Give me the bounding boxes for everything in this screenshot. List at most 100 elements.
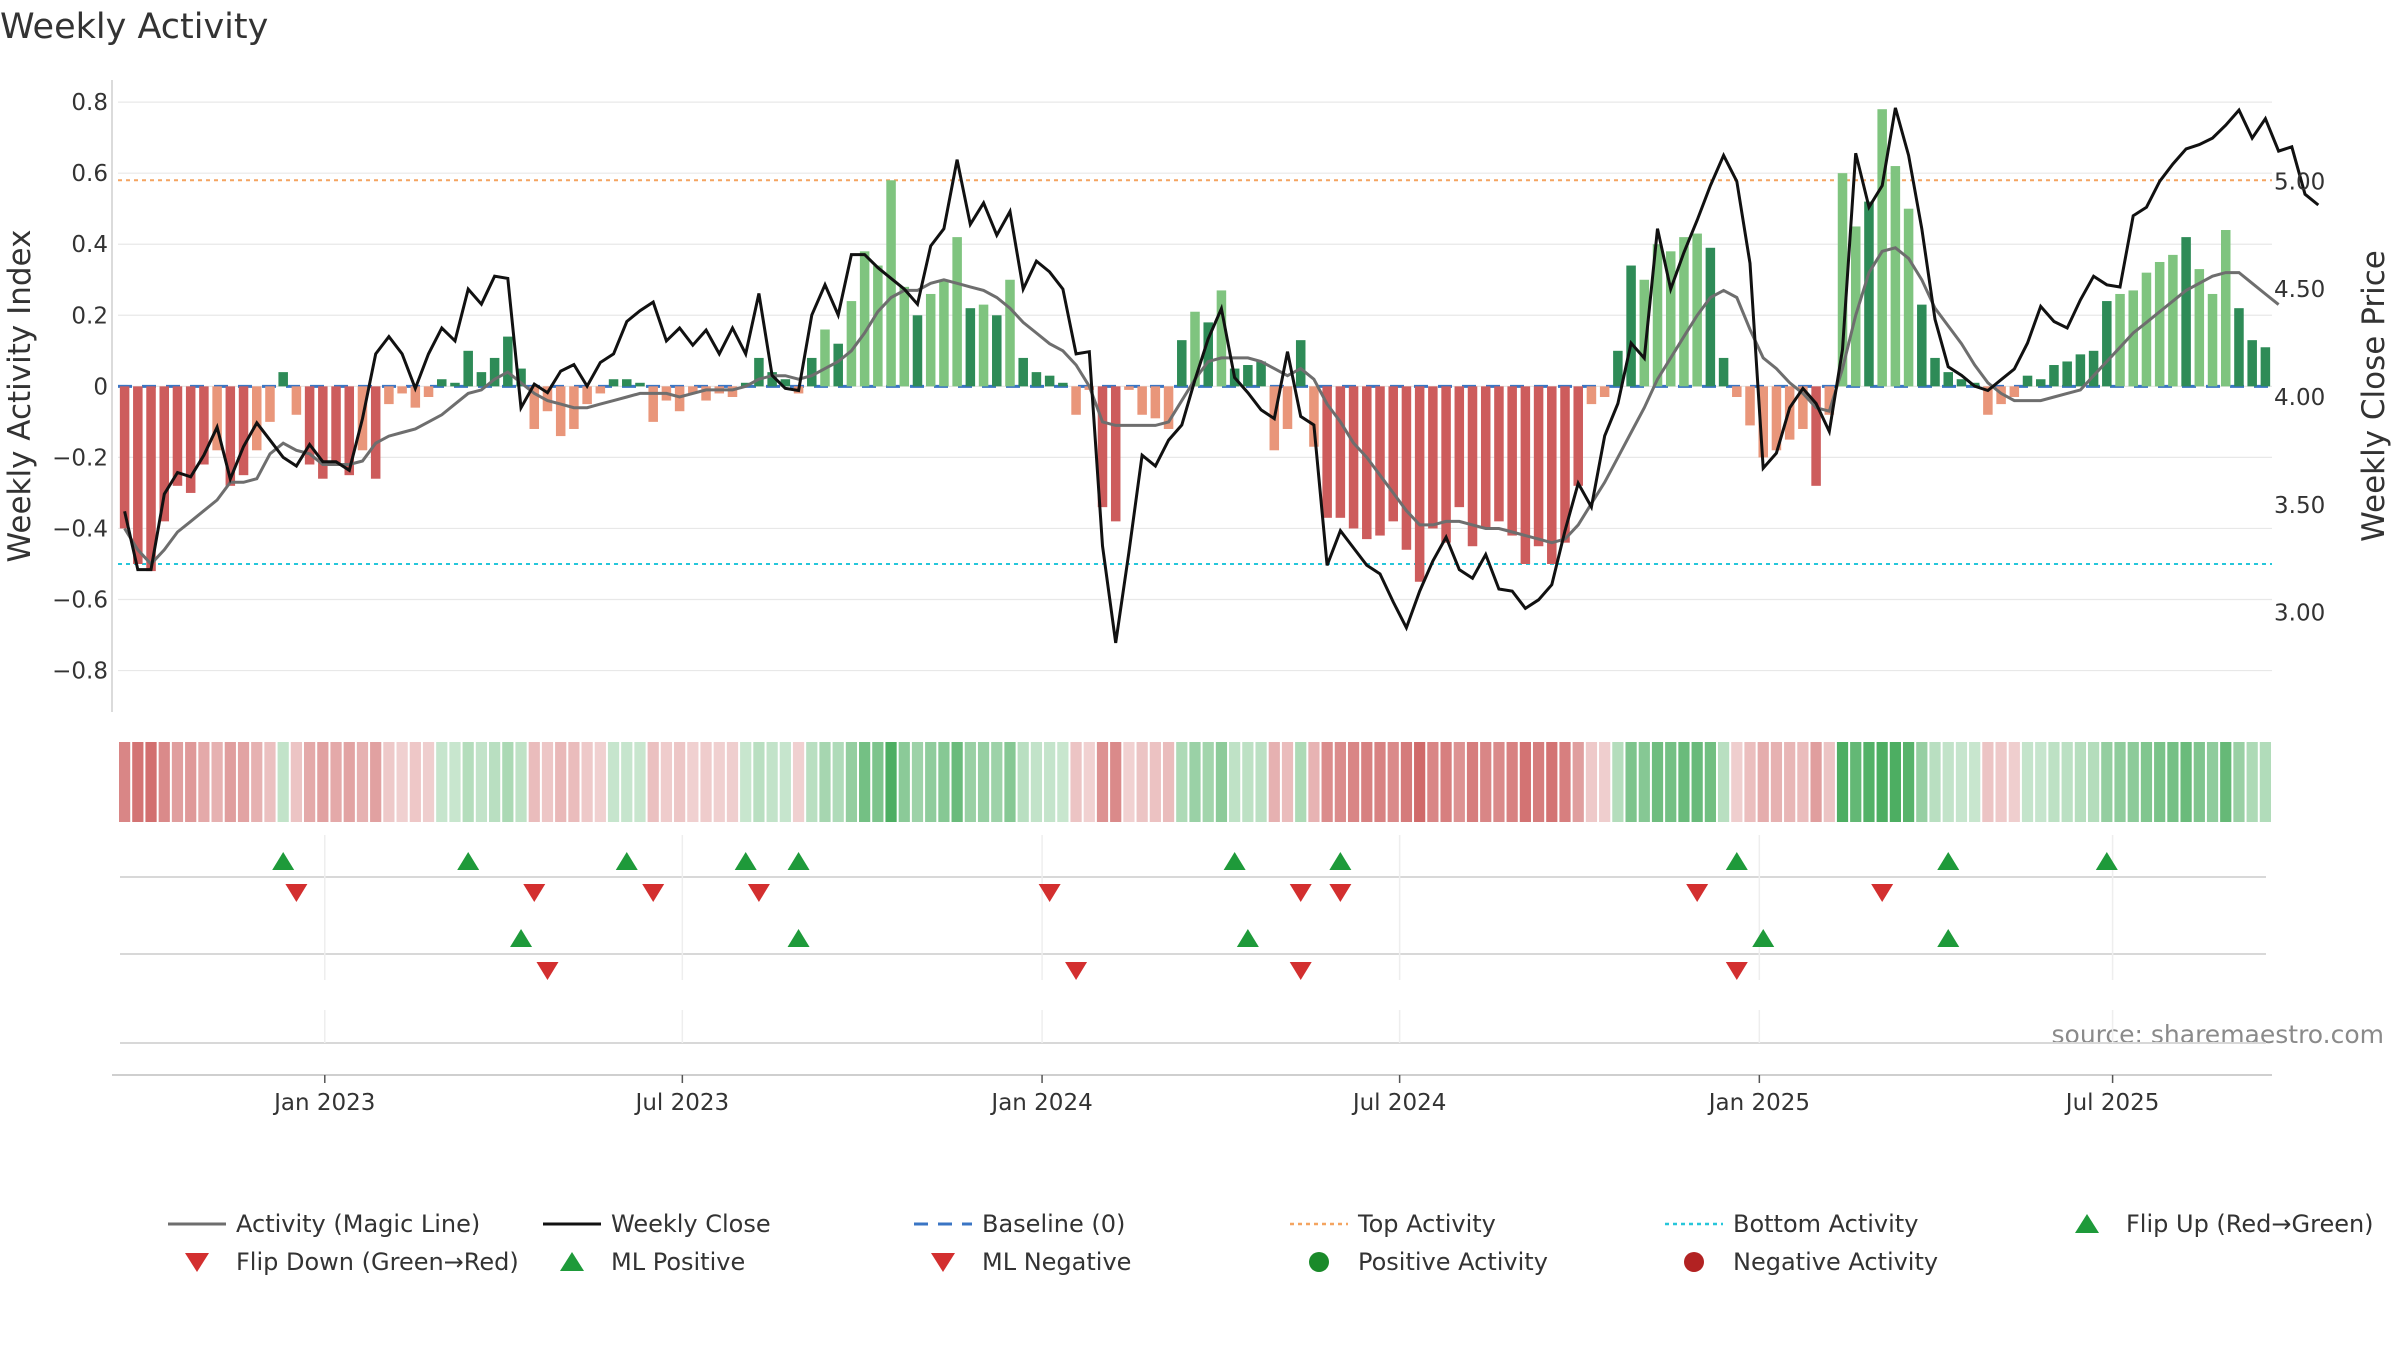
heat-strip-cell	[502, 742, 514, 822]
heat-strip-cell	[1717, 742, 1730, 822]
flip-up-marker	[615, 852, 638, 870]
activity-bar	[1745, 386, 1755, 426]
legend-label: Flip Down (Green→Red)	[236, 1248, 519, 1276]
activity-bar	[1097, 386, 1108, 508]
activity-bar	[1375, 386, 1385, 536]
heat-strip-cell	[1480, 742, 1492, 822]
activity-bar	[1771, 386, 1782, 451]
ml-negative-marker	[1065, 962, 1088, 980]
activity-bar	[185, 386, 196, 493]
heat-strip-cell	[1757, 742, 1769, 822]
heat-strip-cell	[898, 742, 910, 822]
legend-label: Bottom Activity	[1733, 1210, 1918, 1238]
activity-bar	[2260, 347, 2271, 387]
y2-tick-label: 4.00	[2274, 385, 2325, 411]
heat-strip-cell	[1651, 742, 1664, 822]
flip-down-marker	[642, 884, 665, 902]
activity-bar	[912, 315, 923, 387]
x-tick-label: Jan 2023	[272, 1090, 375, 1116]
x-axis-ticks: Jan 2023 Jul 2023 Jan 2024 Jul 2024 Jan 2025…	[272, 1075, 2159, 1116]
activity-bar	[463, 350, 473, 387]
activity-bar	[1388, 386, 1398, 522]
activity-bar	[238, 386, 249, 476]
flip-up-marker	[272, 852, 295, 870]
heat-strip-cell	[2127, 742, 2139, 822]
legend-item-bottom-activity: Bottom Activity	[1665, 1210, 1918, 1238]
heat-strip-cell	[2220, 742, 2232, 822]
activity-bar	[476, 372, 487, 387]
heat-strip-cell	[1876, 742, 1888, 822]
activity-bar	[1798, 386, 1808, 429]
activity-bar	[450, 382, 460, 387]
activity-bar	[1639, 279, 1650, 387]
activity-bar	[1163, 386, 1174, 429]
heat-strip-cell	[1995, 742, 2007, 822]
activity-bar	[925, 293, 936, 387]
activity-bar	[2234, 308, 2244, 387]
heat-strip-cell	[171, 742, 184, 822]
heat-strip-cell	[1863, 742, 1875, 822]
activity-bars	[119, 109, 2271, 582]
heat-strip-cell	[674, 742, 686, 822]
heat-strip-cell	[766, 742, 778, 822]
activity-bar	[437, 379, 447, 387]
activity-bar	[146, 386, 156, 572]
heat-strip-cell	[792, 742, 805, 822]
y-axis-title: Weekly Activity Index	[2, 230, 38, 563]
magic-line	[123, 246, 2280, 567]
heat-strip-cell	[132, 742, 144, 822]
heat-strip-cell	[2140, 742, 2153, 822]
heat-strip-cell	[224, 742, 236, 822]
heat-strip-cell	[1136, 742, 1148, 822]
activity-bar	[278, 372, 288, 387]
activity-bar	[2181, 237, 2191, 387]
activity-bar	[1348, 386, 1359, 529]
heat-strip-cell	[422, 742, 435, 822]
activity-bar	[1943, 372, 1953, 387]
activity-bar	[767, 372, 777, 387]
activity-bar	[1917, 304, 1927, 387]
activity-bar	[939, 279, 949, 387]
activity-bar	[2115, 293, 2125, 387]
heat-strip-cell	[2233, 742, 2245, 822]
legend-item-flip-up: Flip Up (Red→Green)	[2075, 1210, 2374, 1238]
y-tick-label: −0.4	[52, 516, 108, 542]
heat-strip-cell	[489, 742, 501, 822]
activity-bar	[1441, 386, 1451, 543]
heat-strip-cell	[1546, 742, 1558, 822]
heat-strip-cell	[2180, 742, 2192, 822]
heat-strip-cell	[1559, 742, 1571, 822]
activity-bar	[331, 386, 341, 465]
activity-bar	[608, 379, 619, 387]
heat-strip-cell	[1493, 742, 1505, 822]
heat-strip-cell	[740, 742, 752, 822]
activity-bar	[2022, 375, 2033, 387]
heat-strip-cell	[1308, 742, 1320, 822]
heat-strip-cell	[687, 742, 699, 822]
heat-strip-cell	[1057, 742, 1069, 822]
activity-bar	[727, 386, 738, 397]
flip-up-marker	[1937, 852, 1960, 870]
heat-strip-cell	[607, 742, 620, 822]
heat-strip-cell	[1704, 742, 1716, 822]
heat-strip-cell	[938, 742, 950, 822]
activity-bar	[1626, 265, 1636, 387]
heat-strip-cell	[119, 742, 131, 822]
activity-bar	[1454, 386, 1465, 508]
heat-strip-cell	[436, 742, 448, 822]
flip-up-marker	[1223, 852, 1246, 870]
heat-strip-cell	[290, 742, 303, 822]
heat-strip-cell	[1466, 742, 1479, 822]
legend-label: ML Negative	[982, 1248, 1131, 1276]
heat-strip-cell	[2246, 742, 2258, 822]
heat-strip-cell	[1361, 742, 1373, 822]
activity-bar	[1467, 386, 1478, 547]
activity-bar	[1652, 244, 1663, 387]
activity-bar	[846, 301, 857, 387]
activity-bar	[344, 386, 355, 476]
legend-item-ml-positive: ML Positive	[560, 1248, 745, 1276]
heat-strip-cell	[819, 742, 831, 822]
y2-tick-label: 3.50	[2274, 493, 2325, 519]
activity-bar	[1216, 290, 1227, 387]
heat-strip-cell	[211, 742, 223, 822]
